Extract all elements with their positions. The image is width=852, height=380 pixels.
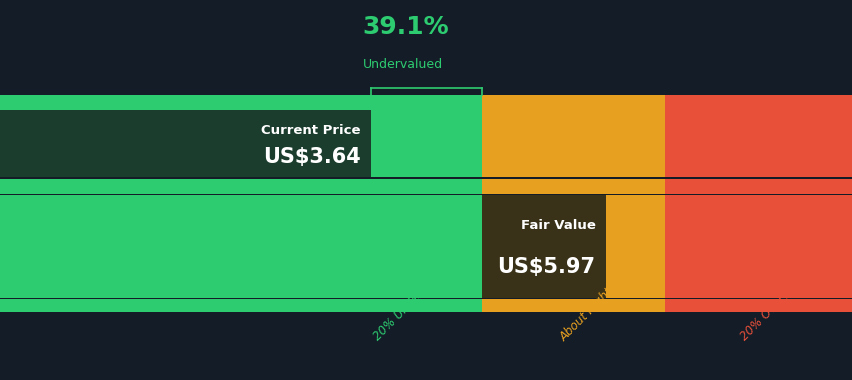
Bar <box>0 95 481 110</box>
Text: 20% Overvalued: 20% Overvalued <box>737 265 815 344</box>
Bar <box>481 95 665 110</box>
Bar <box>0 195 481 298</box>
Text: 39.1%: 39.1% <box>362 14 449 39</box>
Bar <box>665 95 852 110</box>
Bar <box>665 179 852 194</box>
Text: US$3.64: US$3.64 <box>262 147 360 167</box>
Bar <box>665 299 852 312</box>
Text: US$5.97: US$5.97 <box>497 257 595 277</box>
Bar <box>481 195 605 298</box>
Text: Undervalued: Undervalued <box>362 58 442 71</box>
Text: 20% Undervalued: 20% Undervalued <box>371 260 454 344</box>
Bar <box>481 110 665 177</box>
Bar <box>0 299 481 312</box>
Bar <box>665 195 852 298</box>
Bar <box>0 179 481 194</box>
Bar <box>0 110 371 177</box>
Bar <box>481 179 665 194</box>
Bar <box>481 299 665 312</box>
Text: About Right: About Right <box>556 285 614 344</box>
Text: Fair Value: Fair Value <box>520 219 595 233</box>
Bar <box>0 110 481 177</box>
Bar <box>665 110 852 177</box>
Text: Current Price: Current Price <box>261 124 360 137</box>
Bar <box>481 195 665 298</box>
